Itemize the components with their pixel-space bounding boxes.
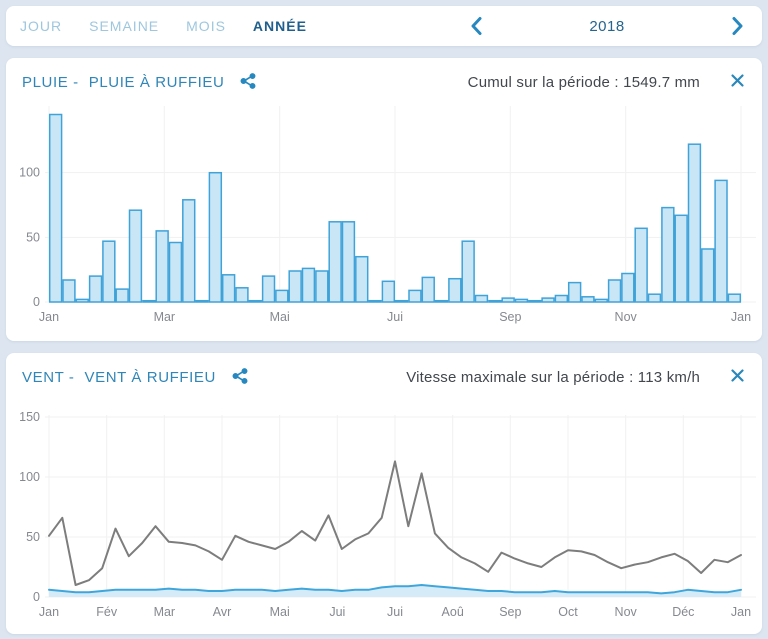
svg-text:150: 150 bbox=[19, 410, 40, 424]
tab-mois[interactable]: MOIS bbox=[186, 18, 226, 34]
svg-text:0: 0 bbox=[33, 590, 40, 604]
svg-text:Mai: Mai bbox=[270, 605, 290, 619]
period-navbar: JOUR SEMAINE MOIS ANNÉE 2018 bbox=[6, 6, 762, 46]
wind-period-max: Vitesse maximale sur la période : 113 km… bbox=[406, 368, 700, 386]
share-icon bbox=[232, 368, 248, 384]
wind-panel: VENT - VENT À RUFFIEU Vitesse maximale bbox=[6, 353, 762, 634]
svg-text:Mai: Mai bbox=[270, 310, 290, 324]
rain-panel-header: PLUIE - PLUIE À RUFFIEU Cumul sur la p bbox=[6, 58, 762, 100]
svg-text:Sep: Sep bbox=[499, 310, 521, 324]
period-selector: 2018 bbox=[466, 15, 748, 37]
rain-close-button[interactable] bbox=[728, 73, 746, 91]
svg-text:Mar: Mar bbox=[154, 605, 176, 619]
share-icon bbox=[240, 73, 256, 89]
svg-text:Oct: Oct bbox=[558, 605, 578, 619]
close-icon bbox=[730, 369, 744, 382]
previous-period-button[interactable] bbox=[466, 15, 488, 37]
svg-text:Jan: Jan bbox=[731, 605, 751, 619]
chevron-right-icon bbox=[732, 17, 743, 35]
svg-text:Jan: Jan bbox=[731, 310, 751, 324]
svg-text:Jui: Jui bbox=[387, 310, 403, 324]
svg-text:50: 50 bbox=[26, 530, 40, 544]
wind-panel-title: VENT - VENT À RUFFIEU bbox=[22, 367, 250, 387]
close-icon bbox=[730, 74, 744, 87]
svg-text:50: 50 bbox=[26, 230, 40, 244]
svg-text:Déc: Déc bbox=[672, 605, 694, 619]
next-period-button[interactable] bbox=[726, 15, 748, 37]
svg-text:Mar: Mar bbox=[154, 310, 176, 324]
svg-text:0: 0 bbox=[33, 295, 40, 309]
wind-title-prefix: VENT - bbox=[22, 368, 75, 386]
svg-text:Jui: Jui bbox=[329, 605, 345, 619]
tab-jour[interactable]: JOUR bbox=[20, 18, 63, 34]
svg-text:Jui: Jui bbox=[387, 605, 403, 619]
period-tabs: JOUR SEMAINE MOIS ANNÉE bbox=[20, 18, 307, 34]
chevron-left-icon bbox=[471, 17, 482, 35]
rain-panel-title: PLUIE - PLUIE À RUFFIEU bbox=[22, 72, 258, 92]
tab-annee[interactable]: ANNÉE bbox=[252, 18, 307, 34]
svg-text:Fév: Fév bbox=[96, 605, 118, 619]
rain-period-total: Cumul sur la période : 1549.7 mm bbox=[467, 73, 700, 91]
rain-title-station: PLUIE À RUFFIEU bbox=[88, 73, 225, 91]
wind-title-station: VENT À RUFFIEU bbox=[84, 368, 216, 386]
svg-text:Sep: Sep bbox=[499, 605, 521, 619]
svg-text:100: 100 bbox=[19, 166, 40, 180]
svg-text:Avr: Avr bbox=[213, 605, 232, 619]
svg-text:Jan: Jan bbox=[39, 310, 59, 324]
wind-close-button[interactable] bbox=[728, 368, 746, 386]
rain-panel: PLUIE - PLUIE À RUFFIEU Cumul sur la p bbox=[6, 58, 762, 341]
svg-text:Nov: Nov bbox=[615, 310, 638, 324]
tab-semaine[interactable]: SEMAINE bbox=[89, 18, 160, 34]
svg-text:Aoû: Aoû bbox=[442, 605, 464, 619]
wind-share-button[interactable] bbox=[230, 367, 250, 387]
svg-text:Jan: Jan bbox=[39, 605, 59, 619]
wind-chart: Jan Fév Mar Avr Mai Jui Jui Aoû Sep Oct Nov Déc Jan0… bbox=[19, 410, 756, 619]
svg-text:100: 100 bbox=[19, 470, 40, 484]
svg-text:Nov: Nov bbox=[615, 605, 638, 619]
rain-share-button[interactable] bbox=[238, 72, 258, 92]
period-label: 2018 bbox=[589, 17, 625, 35]
wind-panel-header: VENT - VENT À RUFFIEU Vitesse maximale bbox=[6, 353, 762, 395]
rain-title-prefix: PLUIE - bbox=[22, 73, 79, 91]
